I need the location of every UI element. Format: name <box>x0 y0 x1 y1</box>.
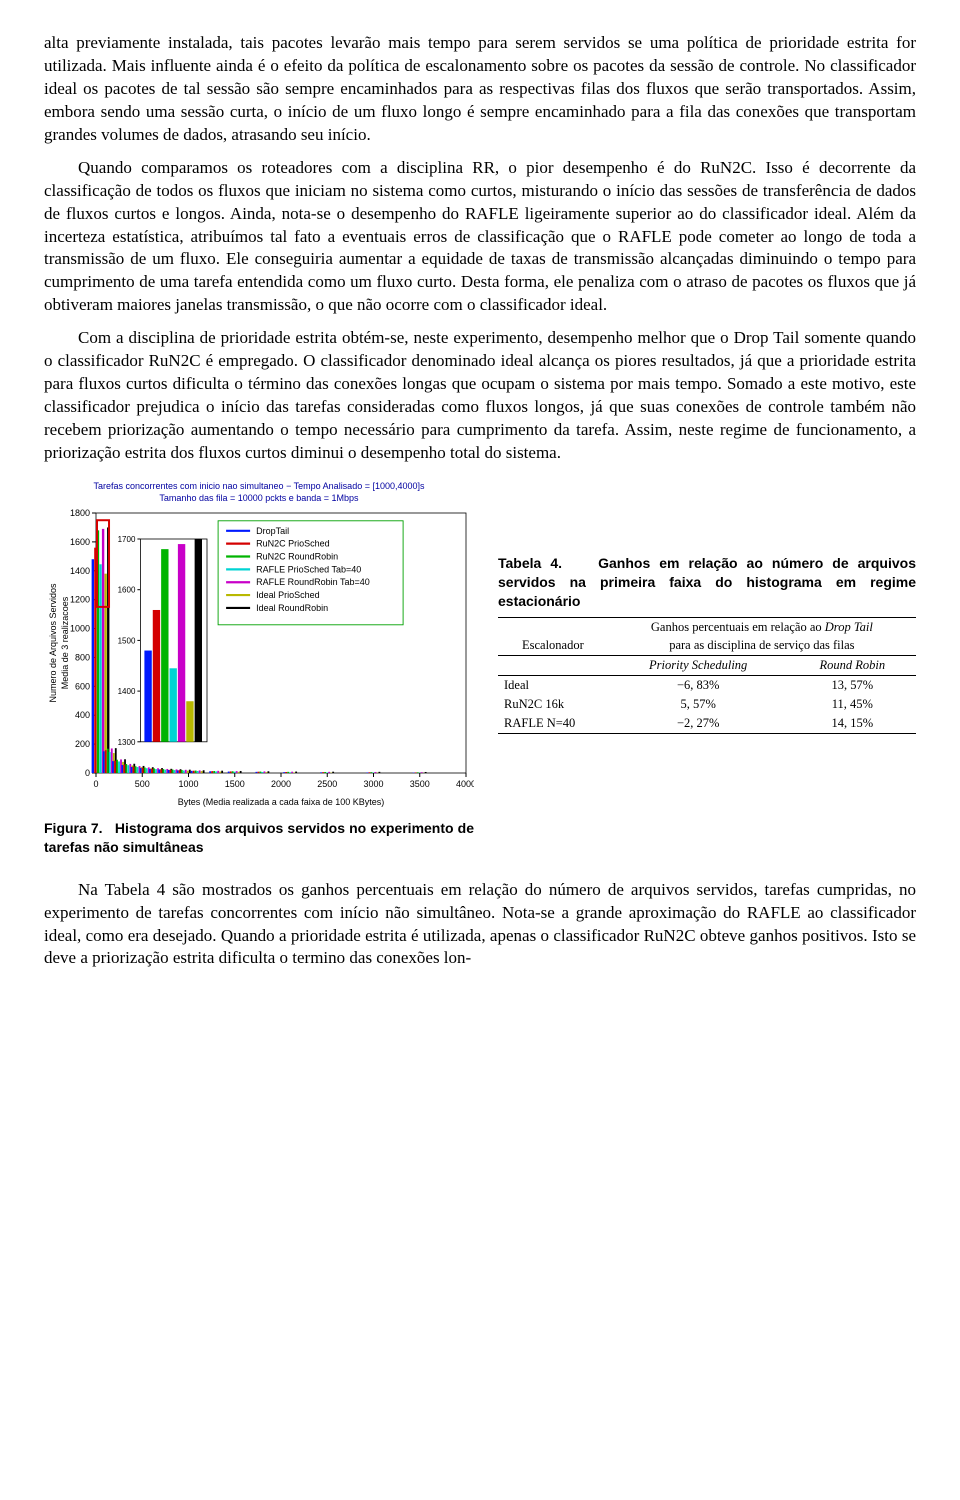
svg-text:Ideal PrioSched: Ideal PrioSched <box>256 590 320 600</box>
cell: RAFLE N=40 <box>498 714 608 733</box>
table-4-block: Tabela 4. Ganhos em relação ao número de… <box>498 554 916 734</box>
svg-text:Ideal RoundRobin: Ideal RoundRobin <box>256 603 328 613</box>
svg-text:RuN2C RoundRobin: RuN2C RoundRobin <box>256 551 338 561</box>
svg-text:1800: 1800 <box>70 508 90 518</box>
svg-text:1400: 1400 <box>70 566 90 576</box>
svg-text:RAFLE RoundRobin Tab=40: RAFLE RoundRobin Tab=40 <box>256 577 370 587</box>
svg-text:1500: 1500 <box>118 636 136 645</box>
svg-text:200: 200 <box>75 739 90 749</box>
svg-text:800: 800 <box>75 652 90 662</box>
cell: −6, 83% <box>608 676 789 695</box>
svg-text:1000: 1000 <box>178 779 198 789</box>
table-4-hdr1-text: Ganhos percentuais em relação ao <box>651 620 822 634</box>
svg-text:4000: 4000 <box>456 779 474 789</box>
svg-text:Tamanho das fila = 10000 pckts: Tamanho das fila = 10000 pckts e banda =… <box>159 493 359 503</box>
table-row: RAFLE N=40 −2, 27% 14, 15% <box>498 714 916 733</box>
svg-text:1000: 1000 <box>70 623 90 633</box>
table-4-label: Tabela 4. <box>498 555 562 571</box>
figure-7-caption: Figura 7. Histograma dos arquivos servid… <box>44 819 474 857</box>
table-4-caption: Tabela 4. Ganhos em relação ao número de… <box>498 554 916 611</box>
svg-text:1200: 1200 <box>70 595 90 605</box>
svg-text:0: 0 <box>93 779 98 789</box>
svg-text:1300: 1300 <box>118 738 136 747</box>
table-row: RuN2C 16k 5, 57% 11, 45% <box>498 695 916 714</box>
cell: 11, 45% <box>789 695 916 714</box>
svg-text:1500: 1500 <box>225 779 245 789</box>
table-4: Ganhos percentuais em relação ao Drop Ta… <box>498 617 916 734</box>
figure-7-label: Figura 7. <box>44 820 103 836</box>
paragraph-3: Com a disciplina de prioridade estrita o… <box>44 327 916 465</box>
svg-text:1600: 1600 <box>118 586 136 595</box>
svg-text:Bytes (Media realizada a cada: Bytes (Media realizada a cada faixa de 1… <box>178 797 385 807</box>
svg-text:DropTail: DropTail <box>256 526 289 536</box>
cell: Ideal <box>498 676 608 695</box>
cell: RuN2C 16k <box>498 695 608 714</box>
table-4-col-ps: Priority Scheduling <box>608 656 789 676</box>
table-4-col-rr: Round Robin <box>789 656 916 676</box>
svg-text:Tarefas concorrentes com inici: Tarefas concorrentes com inicio nao simu… <box>93 481 425 491</box>
table-4-col-escalonador: Escalonador <box>498 636 608 655</box>
table-4-hdr2: para as disciplina de serviço das filas <box>608 636 916 655</box>
table-4-hdr1: Ganhos percentuais em relação ao Drop Ta… <box>608 617 916 636</box>
figure-7-caption-text: Histograma dos arquivos servidos no expe… <box>44 820 474 855</box>
svg-text:3500: 3500 <box>410 779 430 789</box>
svg-text:1600: 1600 <box>70 537 90 547</box>
paragraph-1: alta previamente instalada, tais pacotes… <box>44 32 916 147</box>
figure-table-row: Tarefas concorrentes com inicio nao simu… <box>44 479 916 809</box>
svg-text:3000: 3000 <box>363 779 383 789</box>
svg-text:0: 0 <box>85 768 90 778</box>
cell: 14, 15% <box>789 714 916 733</box>
table-row: Ideal −6, 83% 13, 57% <box>498 676 916 695</box>
svg-text:1400: 1400 <box>118 687 136 696</box>
paragraph-2: Quando comparamos os roteadores com a di… <box>44 157 916 318</box>
svg-text:500: 500 <box>135 779 150 789</box>
figure-7-chart: Tarefas concorrentes com inicio nao simu… <box>44 479 474 809</box>
paragraph-4: Na Tabela 4 são mostrados os ganhos perc… <box>44 879 916 971</box>
svg-text:RuN2C PrioSched: RuN2C PrioSched <box>256 539 330 549</box>
cell: 13, 57% <box>789 676 916 695</box>
svg-text:1700: 1700 <box>118 535 136 544</box>
cell: 5, 57% <box>608 695 789 714</box>
svg-text:Numero de Arquivos Servidos: Numero de Arquivos Servidos <box>48 583 58 703</box>
svg-text:600: 600 <box>75 681 90 691</box>
svg-text:Media de 3 realizacoes: Media de 3 realizacoes <box>60 596 70 689</box>
svg-text:2500: 2500 <box>317 779 337 789</box>
svg-text:RAFLE PrioSched Tab=40: RAFLE PrioSched Tab=40 <box>256 564 361 574</box>
svg-text:400: 400 <box>75 710 90 720</box>
svg-text:2000: 2000 <box>271 779 291 789</box>
cell: −2, 27% <box>608 714 789 733</box>
